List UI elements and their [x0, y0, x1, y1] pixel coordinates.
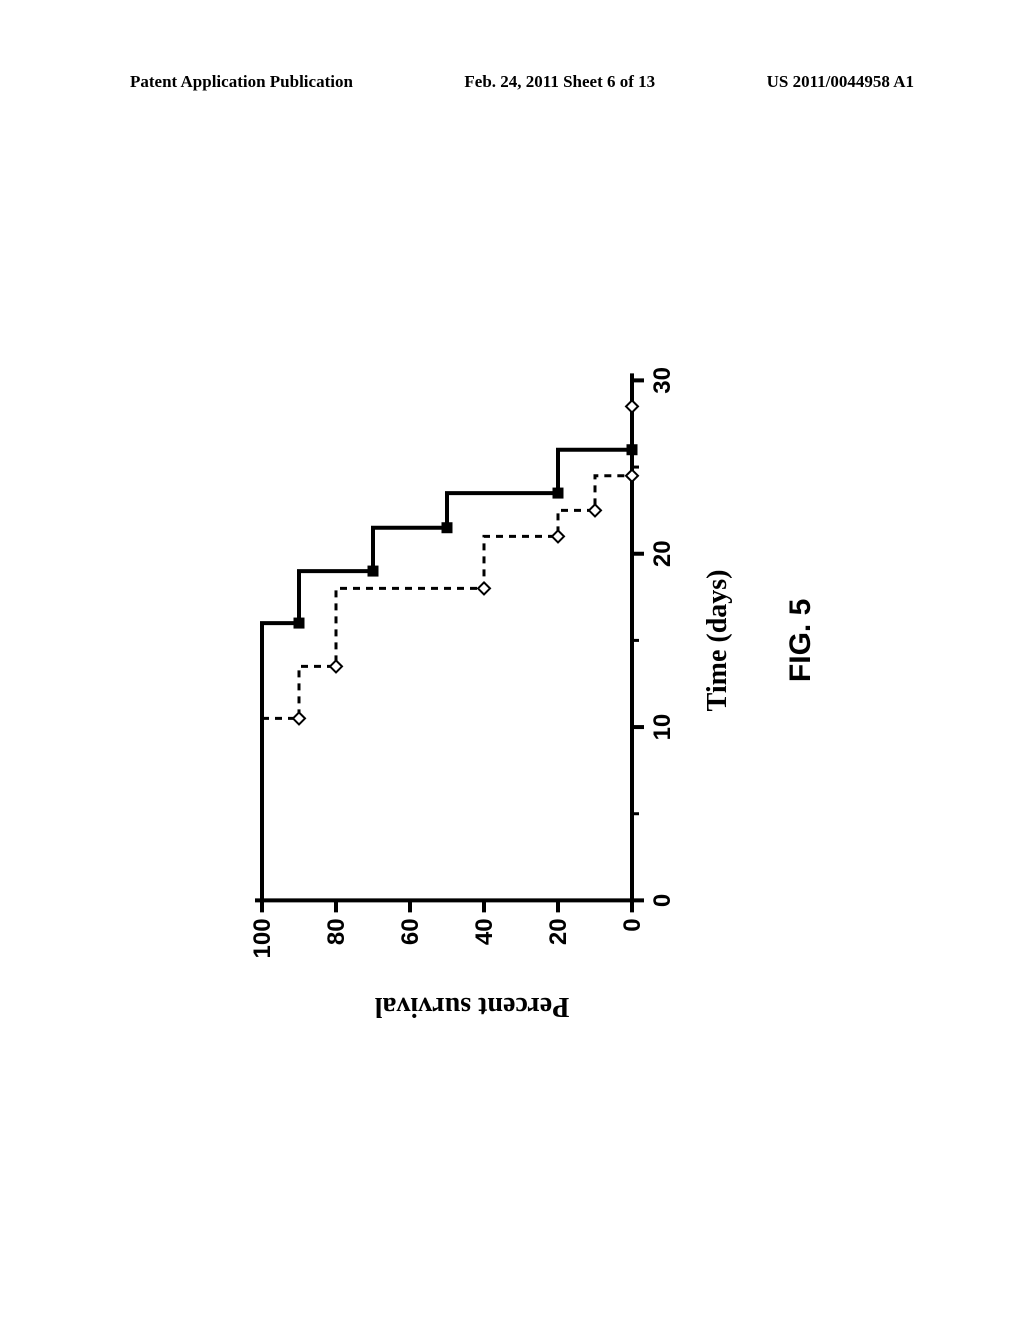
series-a-marker — [294, 618, 305, 629]
y-axis-label-text: Percent survival — [375, 990, 570, 1022]
page-header: Patent Application Publication Feb. 24, … — [0, 72, 1024, 92]
chart-container: Percent survival 0204060801000102030 Tim… — [252, 360, 772, 980]
y-tick-label: 100 — [252, 918, 276, 958]
y-tick-label: 60 — [397, 918, 424, 945]
series-b-marker — [589, 504, 601, 516]
x-tick-label: 20 — [649, 540, 676, 567]
series-a-marker — [627, 444, 638, 455]
figure-rotated-wrap: Percent survival 0204060801000102030 Tim… — [252, 360, 772, 980]
series-b-line — [262, 406, 632, 900]
header-right: US 2011/0044958 A1 — [767, 72, 914, 92]
series-b-marker — [626, 470, 638, 482]
series-b-marker — [552, 530, 564, 542]
header-left: Patent Application Publication — [130, 72, 353, 92]
series-a-line — [262, 450, 632, 901]
series-b-marker — [478, 582, 490, 594]
page: Patent Application Publication Feb. 24, … — [0, 0, 1024, 1320]
series-a-marker — [368, 566, 379, 577]
header-center: Feb. 24, 2011 Sheet 6 of 13 — [464, 72, 655, 92]
series-b-marker — [626, 400, 638, 412]
series-a-marker — [553, 488, 564, 499]
survival-chart: 0 20 40 60 80 100 0 10 20 30 — [252, 360, 692, 980]
x-tick-label: 30 — [649, 367, 676, 394]
y-tick-label: 80 — [323, 918, 350, 945]
y-tick-label: 40 — [471, 918, 498, 945]
series-a-marker — [442, 522, 453, 533]
y-tick-label: 0 — [619, 918, 646, 931]
x-tick-label: 10 — [649, 714, 676, 741]
y-tick-label: 20 — [545, 918, 572, 945]
series-b-marker — [293, 712, 305, 724]
y-axis-label: Percent survival — [252, 986, 692, 1026]
x-tick-label: 0 — [649, 894, 676, 907]
series-b-marker — [330, 660, 342, 672]
figure-caption: FIG. 5 — [784, 360, 818, 980]
x-axis-label: Time (days) — [702, 360, 734, 980]
